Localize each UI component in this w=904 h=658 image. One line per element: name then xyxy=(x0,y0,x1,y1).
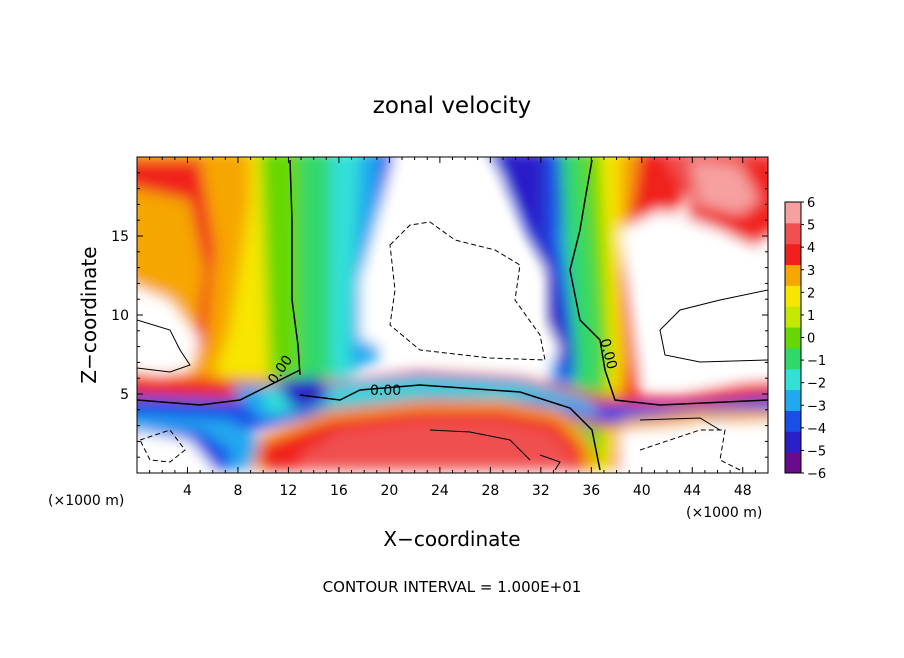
colorbar-swatch xyxy=(785,264,801,286)
x-tick-label: 36 xyxy=(582,483,600,499)
colorbar-swatch xyxy=(785,431,801,453)
x-tick-label: 4 xyxy=(183,483,192,499)
colorbar-tick-label: −1 xyxy=(807,354,826,369)
colorbar-tick-label: −4 xyxy=(807,422,826,437)
heatmap-field: 0.00 0.00 0.00 xyxy=(137,157,768,473)
colorbar-tick-label: 5 xyxy=(807,219,815,234)
colorbar: 6 5 4 3 2 1 0 −1 −2 −3 −4 −5 −6 xyxy=(784,196,826,482)
y-axis-title: Z−coordinate xyxy=(77,246,101,383)
colorbar-swatch xyxy=(785,222,801,245)
y-tick-label: 15 xyxy=(111,229,129,245)
colorbar-swatch xyxy=(785,347,801,370)
colorbar-tick-label: −6 xyxy=(807,467,826,482)
contour-lines xyxy=(137,159,768,471)
x-tick-label: 40 xyxy=(633,483,651,499)
x-tick-label: 8 xyxy=(233,483,242,499)
colorbar-tick-label: 6 xyxy=(807,196,815,211)
x-tick-label: 28 xyxy=(481,483,499,499)
colorbar-swatch xyxy=(785,368,801,391)
colorbar-swatch xyxy=(785,389,801,411)
colorbar-swatch xyxy=(785,202,801,224)
colorbar-tick-label: 2 xyxy=(807,286,815,301)
x-tick-label: 12 xyxy=(280,483,298,499)
x-tick-label: 20 xyxy=(380,483,398,499)
x-unit-left: (×1000 m) xyxy=(48,493,124,509)
colorbar-tick-label: −3 xyxy=(807,399,826,414)
x-axis: 4 8 12 16 20 24 28 32 36 40 44 48 xyxy=(149,157,756,499)
x-tick-label: 32 xyxy=(532,483,550,499)
colorbar-tick-label: 0 xyxy=(807,332,815,347)
colorbar-tick-label: −5 xyxy=(807,444,826,459)
x-unit-right: (×1000 m) xyxy=(686,505,762,521)
contour-lines-negative xyxy=(139,221,741,471)
colorbar-swatch xyxy=(785,285,801,307)
colorbar-tick-label: 4 xyxy=(807,241,815,256)
contour-interval-note: CONTOUR INTERVAL = 1.000E+01 xyxy=(323,578,582,596)
colorbar-swatch xyxy=(785,243,801,266)
y-tick-label: 10 xyxy=(111,308,129,324)
colorbar-tick-label: 3 xyxy=(807,264,815,279)
x-axis-title: X−coordinate xyxy=(383,527,520,551)
colorbar-swatch xyxy=(785,452,801,474)
y-tick-label: 5 xyxy=(120,387,129,403)
x-tick-label: 44 xyxy=(683,483,701,499)
colorbar-swatch xyxy=(785,327,801,349)
y-axis: 5 10 15 xyxy=(111,172,768,458)
colorbar-tick-label: −2 xyxy=(807,377,826,392)
chart-title: zonal velocity xyxy=(373,93,531,119)
colorbar-swatch xyxy=(785,306,801,328)
contour-label: 0.00 xyxy=(596,337,620,371)
x-tick-label: 16 xyxy=(330,483,348,499)
colorbar-tick-label: 1 xyxy=(807,309,815,324)
x-tick-label: 48 xyxy=(734,483,752,499)
contour-label: 0.00 xyxy=(370,383,401,399)
x-tick-label: 24 xyxy=(431,483,449,499)
colorbar-swatch xyxy=(785,410,801,432)
